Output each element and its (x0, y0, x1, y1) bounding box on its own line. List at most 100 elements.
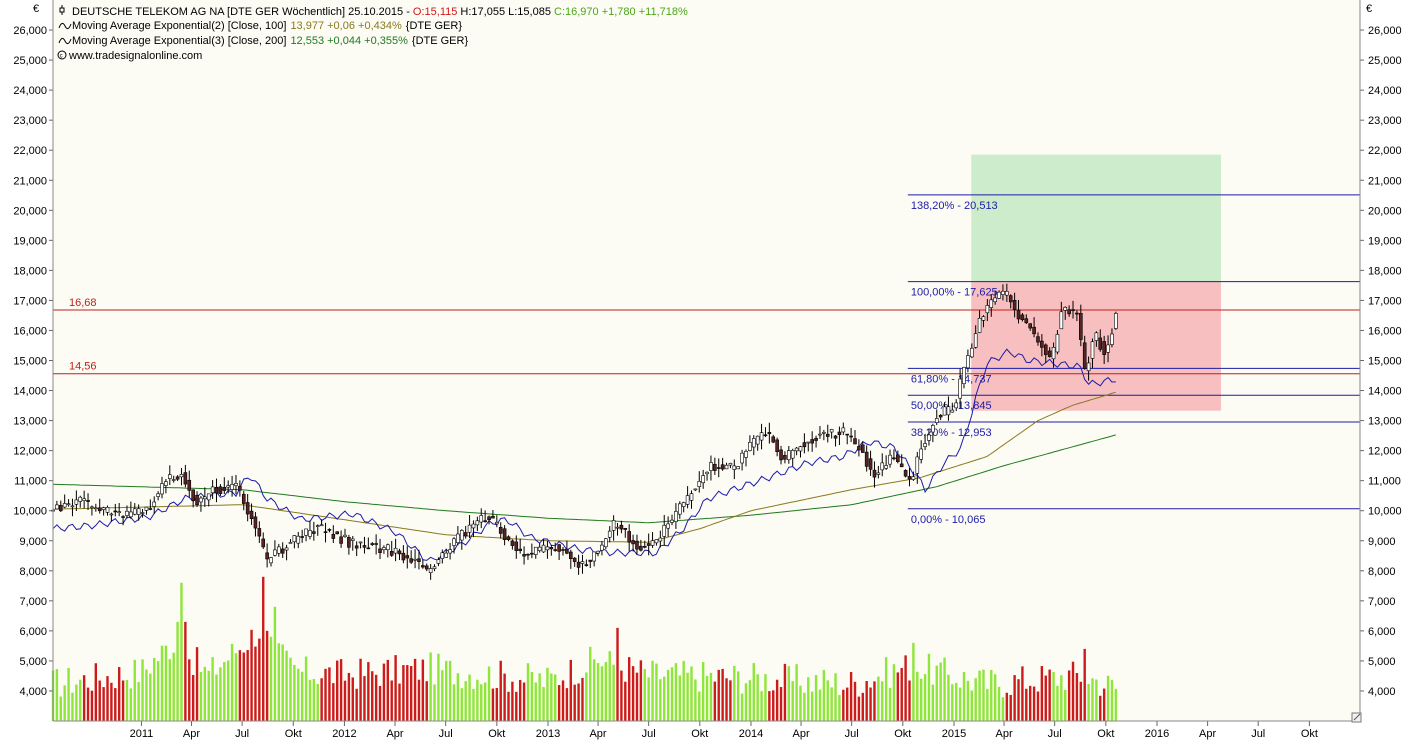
candle-body (491, 515, 495, 519)
candle-body (1086, 362, 1091, 372)
candle-body (82, 498, 86, 501)
candle-body (167, 474, 172, 479)
candle-body (845, 433, 850, 436)
volume-bar (620, 670, 623, 721)
volume-bar (518, 680, 522, 721)
candle-body (849, 435, 853, 438)
candle-body (868, 458, 873, 470)
volume-bar (86, 687, 90, 721)
volume-bar (1017, 679, 1020, 721)
volume-bar (729, 680, 732, 721)
candle-body (604, 538, 608, 548)
volume-bar (351, 677, 354, 721)
y-tick-label-left: 25,000 (13, 55, 47, 67)
volume-bar (211, 657, 214, 721)
volume-bar (487, 666, 491, 721)
volume-bar (394, 655, 397, 721)
candle-body (837, 431, 842, 436)
volume-bar (838, 694, 841, 721)
volume-bar (1013, 675, 1016, 721)
candle-body (615, 526, 620, 529)
volume-bar (448, 660, 452, 721)
candle-body (818, 433, 822, 436)
volume-bar (966, 680, 970, 721)
candle-body (798, 446, 803, 452)
volume-bar (772, 690, 775, 721)
candle-body (685, 495, 690, 505)
volume-bar (137, 682, 140, 721)
candle-body (1071, 309, 1075, 311)
candle-body (915, 456, 920, 474)
candle-body (1051, 347, 1056, 360)
volume-bar (958, 687, 962, 721)
volume-bar (554, 674, 557, 721)
volume-bar (686, 672, 689, 721)
resize-grip-icon[interactable] (1351, 712, 1362, 723)
candle-body (74, 499, 79, 505)
volume-bar (721, 668, 724, 721)
x-tick-label: Jul (235, 728, 249, 740)
volume-bar (1036, 691, 1040, 721)
y-axis-left: 4,000 5,000 6,000 7,000 8,000 9,000 10,000 11,0… (13, 25, 53, 698)
y-tick-label-right: 19,000 (1368, 235, 1402, 247)
y-tick-label-right: 16,000 (1368, 325, 1402, 337)
volume-bar (616, 627, 619, 721)
volume-bar (184, 621, 187, 721)
volume-bar (764, 674, 767, 721)
x-tick-label: Apr (1199, 728, 1216, 740)
currency-left: € (33, 3, 39, 15)
volume-bar (682, 660, 685, 721)
candle-body (456, 533, 460, 544)
volume-bar (141, 659, 144, 721)
candle-body (993, 297, 997, 303)
y-tick-label-left: 15,000 (13, 356, 47, 368)
volume-bar (63, 685, 66, 721)
candle-body (374, 543, 378, 545)
volume-bar (1025, 688, 1028, 721)
y-tick-label-right: 18,000 (1368, 265, 1402, 277)
volume-bar (993, 674, 997, 721)
candle-body (549, 547, 554, 550)
volume-bar (409, 666, 413, 721)
volume-bar (1075, 673, 1079, 721)
candle-body (222, 487, 227, 491)
candle-body (487, 516, 491, 521)
candle-body (1040, 340, 1044, 348)
candle-body (366, 547, 371, 550)
x-tick-label: Jul (439, 728, 453, 740)
candle-body (335, 531, 340, 535)
candle-body (646, 543, 651, 546)
volume-bar (219, 667, 222, 721)
candle-body (502, 528, 507, 541)
x-tick-label: Okt (488, 728, 505, 740)
volume-bar (320, 678, 323, 721)
volume-bar (740, 693, 744, 721)
volume-bar (483, 682, 487, 721)
volume-bar (1106, 675, 1110, 721)
volume-bar (199, 671, 203, 721)
ema100-values: 13,977 +0,06 +0,434% (290, 20, 402, 32)
y-tick-label-right: 25,000 (1368, 55, 1402, 67)
volume-bar (542, 687, 545, 721)
volume-bar (698, 691, 701, 721)
close-change-values: C:16,970 +1,780 +11,718% (551, 6, 688, 18)
candle-body (767, 432, 772, 435)
volume-bar (986, 688, 989, 721)
volume-bar (795, 664, 798, 721)
volume-bar (857, 696, 861, 721)
candle-body (277, 546, 281, 554)
candle-body (526, 553, 530, 556)
candle-body (479, 515, 484, 523)
candle-body (101, 507, 106, 510)
y-tick-label-right: 22,000 (1368, 145, 1402, 157)
candle-body (806, 441, 811, 444)
candle-body (572, 557, 577, 562)
candle-body (658, 537, 663, 542)
volume-bar (631, 666, 635, 721)
volume-bar (990, 669, 993, 721)
volume-bar (919, 678, 923, 721)
fib-label: 100,00% - 17,625 (911, 287, 998, 299)
volume-bar (277, 643, 281, 721)
svg-text:c: c (60, 54, 63, 60)
source-url: www.tradesignalonline.com (68, 50, 202, 62)
